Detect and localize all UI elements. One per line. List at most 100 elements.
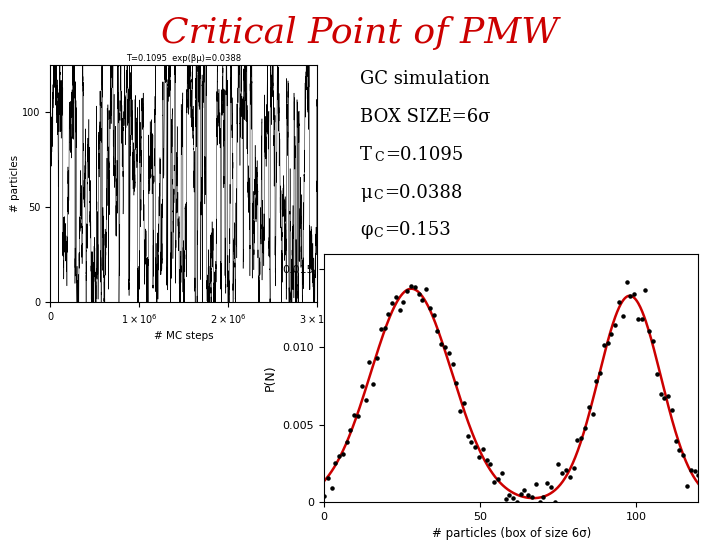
Point [583,403,595,411]
Point [447,359,459,368]
Point [651,370,662,379]
Point [492,475,504,483]
Point [372,353,383,362]
Y-axis label: # particles: # particles [9,155,19,212]
Point [636,314,647,323]
Text: =0.1095: =0.1095 [385,146,464,164]
Point [466,437,477,446]
Point [545,483,557,491]
Point [579,424,590,433]
Point [341,438,353,447]
Point [613,298,625,307]
Text: BOX SIZE=6σ: BOX SIZE=6σ [360,108,490,126]
Point [420,285,432,293]
Y-axis label: P(N): P(N) [264,364,277,391]
Point [485,460,496,469]
Point [587,410,598,419]
Point [477,444,489,453]
Text: μ: μ [360,184,372,201]
X-axis label: # particles (box of size 6σ): # particles (box of size 6σ) [431,528,591,540]
Point [356,381,368,390]
Point [670,437,681,445]
Point [337,450,348,458]
Point [367,380,379,388]
Point [647,336,659,345]
Text: =0.153: =0.153 [384,221,451,239]
Point [575,434,587,442]
Point [602,339,613,347]
Point [549,498,560,507]
Point [674,446,685,454]
Point [382,310,394,319]
Point [560,465,572,474]
Text: C: C [374,151,384,164]
Point [632,315,644,323]
Point [451,379,462,387]
Point [322,473,333,482]
Point [454,407,466,416]
Point [364,357,375,366]
Text: Critical Point of PMW: Critical Point of PMW [161,16,559,50]
Point [568,463,580,472]
Point [693,471,704,480]
Point [348,410,360,419]
Point [432,326,444,335]
Point [436,340,447,348]
Point [379,324,390,333]
Point [659,394,670,403]
Point [621,277,632,286]
Point [624,292,636,301]
Text: C: C [373,189,382,202]
X-axis label: # MC steps: # MC steps [154,332,213,341]
Point [360,396,372,404]
Point [606,329,617,338]
Point [666,406,678,414]
Point [503,491,515,500]
Point [496,468,508,477]
Point [654,390,666,399]
Point [458,399,469,407]
Point [572,436,583,444]
Point [397,298,409,306]
Point [541,479,553,488]
Point [387,299,398,308]
Point [394,306,405,315]
Point [473,453,485,461]
Point [330,458,341,467]
Point [405,282,417,291]
Point [629,289,640,298]
Point [345,426,356,434]
Point [685,465,696,474]
Point [413,289,424,298]
Point [333,452,345,461]
Text: φ: φ [360,221,372,239]
Point [594,369,606,377]
Text: C: C [373,227,382,240]
Point [409,282,420,291]
Point [678,450,689,459]
Text: =0.0388: =0.0388 [384,184,462,201]
Point [662,392,674,400]
Point [617,312,629,321]
Point [500,495,511,503]
Point [689,467,701,475]
Point [443,349,454,357]
Point [590,377,602,386]
Point [609,321,621,329]
Point [526,492,538,501]
Point [390,293,402,301]
Point [481,456,492,464]
Point [428,310,439,319]
Point [639,286,651,294]
Point [644,327,655,335]
Point [508,494,519,502]
Point [326,484,338,492]
Point [469,442,481,451]
Text: GC simulation: GC simulation [360,70,490,88]
Point [534,498,545,507]
Point [518,486,530,495]
Point [598,341,610,350]
Point [557,469,568,477]
Text: T: T [360,146,372,164]
Point [681,482,693,490]
